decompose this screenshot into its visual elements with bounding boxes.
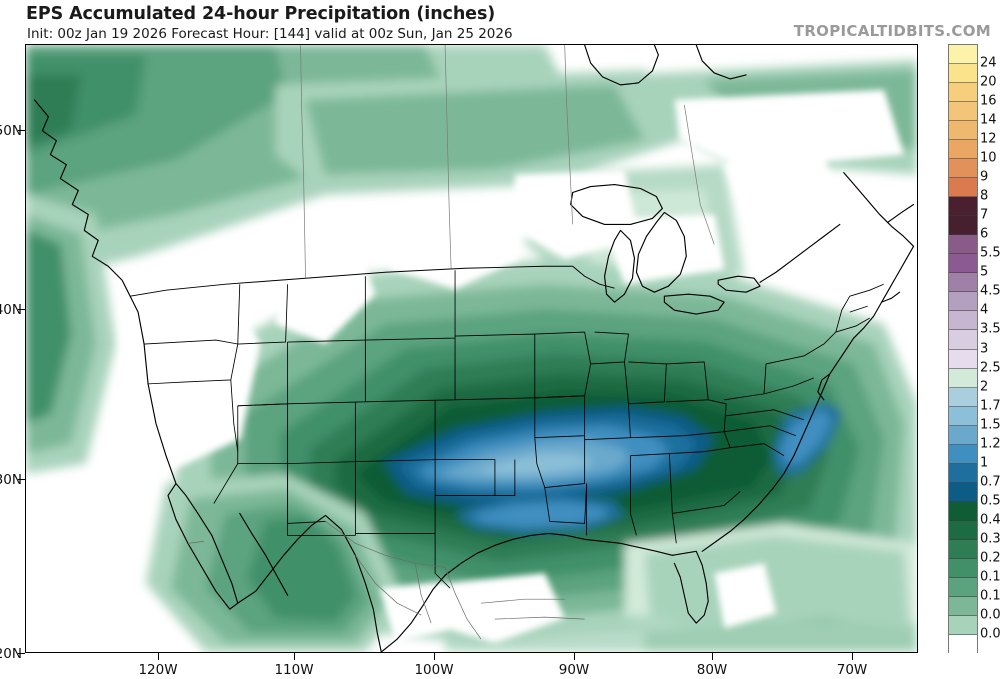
colorbar-swatch-base [949,634,977,654]
colorbar-tick-2.5: 2.5 [980,360,1000,376]
colorbar-tick-3.5: 3.5 [980,321,1000,337]
colorbar-tick-1.25: 1.25 [980,436,1000,452]
colorbar-tick-2: 2 [980,379,989,395]
colorbar-swatch-0.4 [949,501,977,521]
lat-tick-30n: 30N [0,472,22,488]
colorbar-tick-1.75: 1.75 [980,398,1000,414]
lat-tick-mark-40n [18,309,25,310]
colorbar-tick-24: 24 [980,55,997,71]
colorbar-swatch-1.25 [949,425,977,445]
colorbar-swatch-24 [949,45,977,65]
lon-tick-mark-110w [294,653,295,660]
geography-outline-layer [26,45,917,652]
colorbar-tick-7: 7 [980,207,989,223]
colorbar-tick-9: 9 [980,169,989,185]
colorbar-tick-4.5: 4.5 [980,283,1000,299]
lon-tick-90w: 90W [558,662,590,678]
lat-tick-mark-20n [18,653,25,654]
lon-tick-mark-90w [574,653,575,660]
colorbar-tick-6: 6 [980,226,989,242]
colorbar-swatch-3 [949,330,977,350]
colorbar-tick-0.4: 0.4 [980,512,1000,528]
colorbar-tick-0.3: 0.3 [980,531,1000,547]
lon-tick-80w: 80W [696,662,728,678]
page-title: EPS Accumulated 24-hour Precipitation (i… [26,4,496,24]
colorbar-swatch-16 [949,83,977,103]
colorbar-tick-4: 4 [980,302,989,318]
precipitation-shading-layer [26,45,917,652]
map-plot-area[interactable] [25,44,918,653]
lon-tick-mark-80w [712,653,713,660]
colorbar-swatch-0.05 [949,596,977,616]
colorbar-swatch-2.5 [949,349,977,369]
colorbar-tick-12: 12 [980,131,997,147]
lat-tick-50n: 50N [0,123,22,139]
colorbar-swatch-4.5 [949,273,977,293]
colorbar-tick-0.05: 0.05 [980,607,1000,623]
colorbar-tick-1: 1 [980,455,989,471]
lat-tick-20n: 20N [0,646,22,662]
lon-tick-70w: 70W [836,662,868,678]
lon-tick-110w: 110W [274,662,314,678]
colorbar-swatch-10 [949,140,977,160]
colorbar-tick-16: 16 [980,93,997,109]
colorbar-swatch-0.3 [949,520,977,540]
colorbar-swatch-14 [949,102,977,122]
lat-tick-mark-30n [18,479,25,480]
colorbar-tick-1.5: 1.5 [980,417,1000,433]
colorbar-swatch-7 [949,197,977,217]
colorbar-swatch-0.5 [949,482,977,502]
lon-tick-mark-120w [158,653,159,660]
colorbar-swatch-2 [949,368,977,388]
lon-tick-mark-70w [852,653,853,660]
colorbar-tick-14: 14 [980,112,997,128]
colorbar-swatch-5.5 [949,235,977,255]
precipitation-colorbar[interactable] [948,44,978,654]
colorbar-swatch-1.75 [949,387,977,407]
colorbar-swatch-20 [949,64,977,84]
colorbar-swatch-0.75 [949,463,977,483]
colorbar-tick-5: 5 [980,264,989,280]
colorbar-tick-0.01: 0.01 [980,626,1000,642]
colorbar-tick-10: 10 [980,150,997,166]
colorbar-swatch-4 [949,292,977,312]
colorbar-swatch-3.5 [949,311,977,331]
lon-tick-120w: 120W [138,662,178,678]
lat-tick-40n: 40N [0,302,22,318]
lon-tick-100w: 100W [414,662,454,678]
colorbar-tick-8: 8 [980,188,989,204]
watermark: TROPICALTIDBITS.COM [793,22,991,40]
colorbar-swatch-1 [949,444,977,464]
colorbar-swatch-5 [949,254,977,274]
colorbar-swatch-6 [949,216,977,236]
colorbar-swatch-0.1 [949,577,977,597]
colorbar-swatch-8 [949,178,977,198]
colorbar-swatch-0.15 [949,558,977,578]
colorbar-swatch-12 [949,121,977,141]
colorbar-swatch-0.2 [949,539,977,559]
colorbar-swatch-9 [949,159,977,179]
forecast-metadata: Init: 00z Jan 19 2026 Forecast Hour: [14… [27,26,513,42]
colorbar-tick-20: 20 [980,74,997,90]
colorbar-tick-0.15: 0.15 [980,569,1000,585]
colorbar-tick-5.5: 5.5 [980,245,1000,261]
colorbar-tick-3: 3 [980,341,989,356]
colorbar-tick-0.1: 0.1 [980,588,1000,604]
colorbar-tick-0.5: 0.5 [980,493,1000,509]
colorbar-swatch-0.01 [949,615,977,635]
lon-tick-mark-100w [434,653,435,660]
lat-tick-mark-50n [18,130,25,131]
colorbar-tick-0.75: 0.75 [980,474,1000,490]
colorbar-tick-0.2: 0.2 [980,550,1000,566]
colorbar-swatch-1.5 [949,406,977,426]
